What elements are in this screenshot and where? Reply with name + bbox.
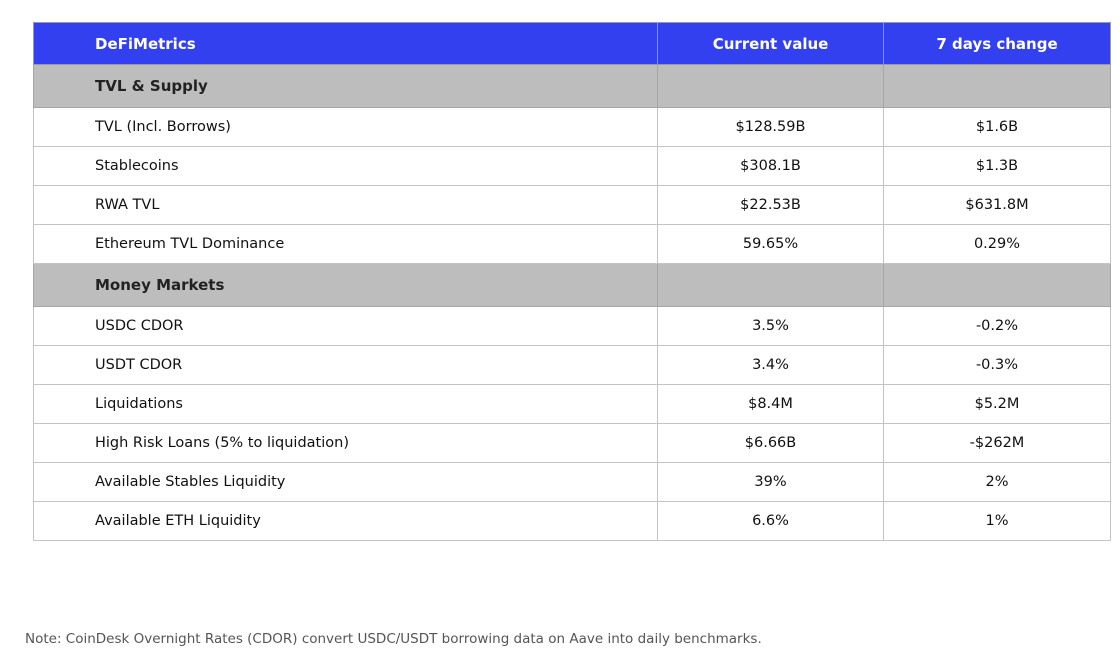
current-value-cell: $128.59B	[657, 107, 884, 147]
metric-label: TVL (Incl. Borrows)	[33, 107, 658, 147]
metric-label: USDC CDOR	[33, 306, 658, 346]
section-label: TVL & Supply	[33, 64, 658, 108]
column-header-current-value: Current value	[657, 22, 884, 65]
current-value-cell: $8.4M	[657, 384, 884, 424]
current-value-cell: 39%	[657, 462, 884, 502]
change-value-cell: 2%	[883, 462, 1111, 502]
cdor-footnote: Note: CoinDesk Overnight Rates (CDOR) co…	[25, 631, 762, 647]
metric-label: High Risk Loans (5% to liquidation)	[33, 423, 658, 463]
table-row: RWA TVL $22.53B $631.8M	[33, 185, 1111, 225]
current-value-cell: 6.6%	[657, 501, 884, 541]
current-value-cell: $308.1B	[657, 146, 884, 186]
current-value-cell: $22.53B	[657, 185, 884, 225]
section-label: Money Markets	[33, 263, 658, 307]
table-row: Liquidations $8.4M $5.2M	[33, 384, 1111, 424]
defi-metrics-table: DeFiMetrics Current value 7 days change …	[33, 22, 1111, 541]
metric-label: Ethereum TVL Dominance	[33, 224, 658, 264]
metric-label: Available ETH Liquidity	[33, 501, 658, 541]
metric-label: Stablecoins	[33, 146, 658, 186]
current-value-cell: 59.65%	[657, 224, 884, 264]
column-header-defimetrics: DeFiMetrics	[33, 22, 658, 65]
current-value-cell: 3.5%	[657, 306, 884, 346]
metric-label: Liquidations	[33, 384, 658, 424]
change-value-cell: -$262M	[883, 423, 1111, 463]
section-row-tvl-supply: TVL & Supply	[33, 64, 1111, 108]
change-value-cell: 0.29%	[883, 224, 1111, 264]
metric-label: USDT CDOR	[33, 345, 658, 385]
table-header-row: DeFiMetrics Current value 7 days change	[33, 22, 1111, 65]
table-row: Available ETH Liquidity 6.6% 1%	[33, 501, 1111, 541]
table-row: Available Stables Liquidity 39% 2%	[33, 462, 1111, 502]
table-row: USDC CDOR 3.5% -0.2%	[33, 306, 1111, 346]
table-row: High Risk Loans (5% to liquidation) $6.6…	[33, 423, 1111, 463]
section-empty-cell	[657, 64, 884, 108]
table-row: USDT CDOR 3.4% -0.3%	[33, 345, 1111, 385]
current-value-cell: 3.4%	[657, 345, 884, 385]
table-row: Stablecoins $308.1B $1.3B	[33, 146, 1111, 186]
change-value-cell: $1.3B	[883, 146, 1111, 186]
change-value-cell: -0.3%	[883, 345, 1111, 385]
table-row: Ethereum TVL Dominance 59.65% 0.29%	[33, 224, 1111, 264]
section-row-money-markets: Money Markets	[33, 263, 1111, 307]
section-empty-cell	[883, 263, 1111, 307]
change-value-cell: $631.8M	[883, 185, 1111, 225]
change-value-cell: 1%	[883, 501, 1111, 541]
current-value-cell: $6.66B	[657, 423, 884, 463]
section-empty-cell	[883, 64, 1111, 108]
column-header-7-days-change: 7 days change	[883, 22, 1111, 65]
section-empty-cell	[657, 263, 884, 307]
table-row: TVL (Incl. Borrows) $128.59B $1.6B	[33, 107, 1111, 147]
change-value-cell: $5.2M	[883, 384, 1111, 424]
metric-label: RWA TVL	[33, 185, 658, 225]
metric-label: Available Stables Liquidity	[33, 462, 658, 502]
change-value-cell: $1.6B	[883, 107, 1111, 147]
change-value-cell: -0.2%	[883, 306, 1111, 346]
